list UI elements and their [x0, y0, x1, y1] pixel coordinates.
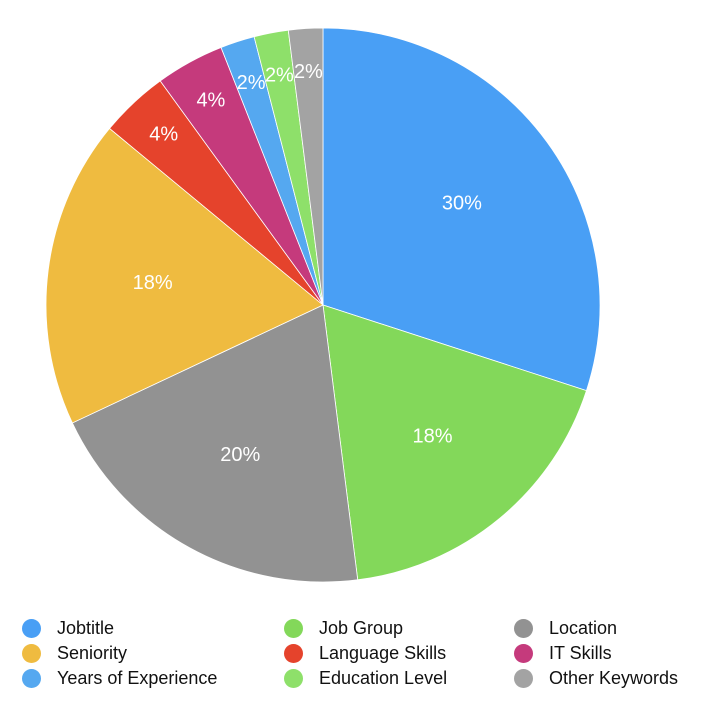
- legend-label-seniority: Seniority: [57, 643, 128, 663]
- legend-swatch-location: [514, 619, 533, 638]
- pie-slice-location: [71, 304, 359, 583]
- data-label-years-of-experience: 2%: [237, 72, 266, 94]
- legend-swatch-job-group: [284, 619, 303, 638]
- data-label-language-skills: 4%: [149, 124, 178, 146]
- legend-swatch-education-level: [284, 669, 303, 688]
- legend-label-it-skills: IT Skills: [549, 643, 612, 663]
- legend-swatch-jobtitle: [22, 619, 41, 638]
- pie-plot-area: 30%18%20%18%4%4%2% 2% 2%: [45, 27, 601, 583]
- legend-swatch-seniority: [22, 644, 41, 663]
- legend-swatch-language-skills: [284, 644, 303, 663]
- pie-slice-jobtitle: [322, 27, 601, 392]
- data-label-jobtitle: 30%: [442, 192, 482, 214]
- legend-swatch-it-skills: [514, 644, 533, 663]
- legend: Jobtitle Job Group Location Seniority La…: [22, 616, 712, 691]
- data-label-education-level: 2%: [265, 65, 294, 87]
- legend-label-education-level: Education Level: [319, 668, 448, 688]
- pie-slice-seniority: [45, 127, 324, 424]
- legend-item-location: Location: [514, 618, 712, 639]
- legend-label-jobtitle: Jobtitle: [57, 618, 115, 638]
- legend-item-education-level: Education Level: [284, 668, 514, 689]
- legend-swatch-other-keywords: [514, 669, 533, 688]
- legend-item-language-skills: Language Skills: [284, 643, 514, 664]
- legend-item-it-skills: IT Skills: [514, 643, 712, 664]
- legend-item-jobtitle: Jobtitle: [22, 618, 284, 639]
- data-label-location: 20%: [220, 444, 260, 466]
- legend-item-other-keywords: Other Keywords: [514, 668, 712, 689]
- data-label-seniority: 18%: [133, 272, 173, 294]
- legend-label-job-group: Job Group: [319, 618, 404, 638]
- data-label-other-keywords: 2%: [294, 61, 323, 83]
- legend-item-job-group: Job Group: [284, 618, 514, 639]
- legend-swatch-years-of-experience: [22, 669, 41, 688]
- data-label-it-skills: 4%: [196, 89, 225, 111]
- legend-item-seniority: Seniority: [22, 643, 284, 664]
- legend-label-language-skills: Language Skills: [319, 643, 447, 663]
- legend-row: Seniority Language Skills IT Skills: [22, 641, 712, 666]
- pie-slice-job-group: [322, 304, 587, 581]
- data-label-job-group: 18%: [412, 426, 452, 448]
- legend-label-other-keywords: Other Keywords: [549, 668, 679, 688]
- pie-slice-other-keywords: [287, 27, 324, 306]
- legend-row: Jobtitle Job Group Location: [22, 616, 712, 641]
- legend-label-location: Location: [549, 618, 618, 638]
- legend-label-years-of-experience: Years of Experience: [57, 668, 218, 688]
- legend-item-years-of-experience: Years of Experience: [22, 668, 284, 689]
- legend-row: Years of Experience Education Level Othe…: [22, 666, 712, 691]
